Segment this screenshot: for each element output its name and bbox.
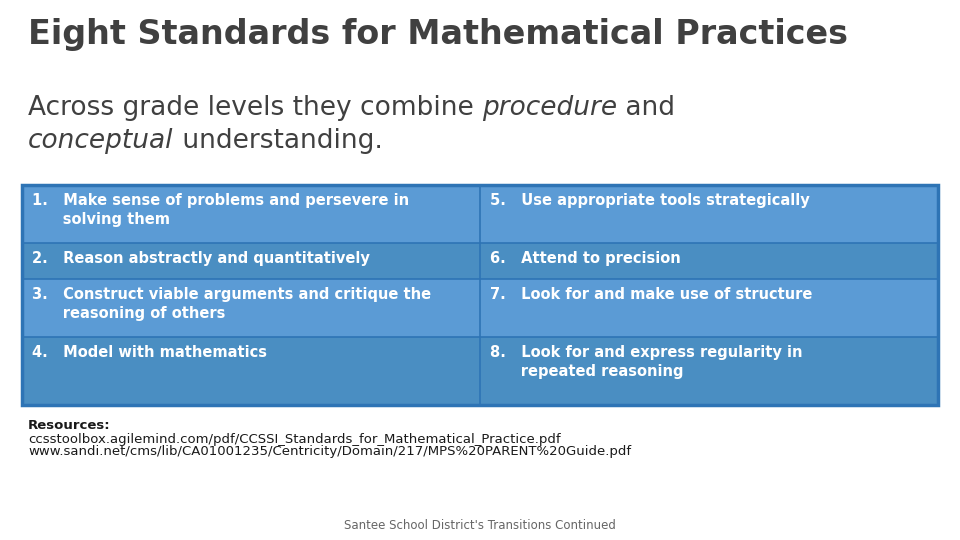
Text: 3.   Construct viable arguments and critique the
      reasoning of others: 3. Construct viable arguments and critiq… bbox=[32, 287, 431, 321]
FancyBboxPatch shape bbox=[22, 185, 480, 243]
FancyBboxPatch shape bbox=[480, 279, 938, 337]
FancyBboxPatch shape bbox=[480, 243, 938, 279]
Text: 1.   Make sense of problems and persevere in
      solving them: 1. Make sense of problems and persevere … bbox=[32, 193, 409, 227]
Text: Resources:: Resources: bbox=[28, 419, 110, 432]
Text: and: and bbox=[617, 95, 675, 121]
Text: ccsstoolbox.agilemind.com/pdf/CCSSI_Standards_for_Mathematical_Practice.pdf: ccsstoolbox.agilemind.com/pdf/CCSSI_Stan… bbox=[28, 433, 561, 446]
FancyBboxPatch shape bbox=[22, 243, 480, 279]
Text: Santee School District's Transitions Continued: Santee School District's Transitions Con… bbox=[344, 519, 616, 532]
Text: 4.   Model with mathematics: 4. Model with mathematics bbox=[32, 345, 267, 360]
Text: www.sandi.net/cms/lib/CA01001235/Centricity/Domain/217/MPS%20PARENT%20Guide.pdf: www.sandi.net/cms/lib/CA01001235/Centric… bbox=[28, 445, 631, 458]
Text: Across grade levels they combine: Across grade levels they combine bbox=[28, 95, 482, 121]
Text: Eight Standards for Mathematical Practices: Eight Standards for Mathematical Practic… bbox=[28, 18, 848, 51]
Text: 7.   Look for and make use of structure: 7. Look for and make use of structure bbox=[490, 287, 812, 302]
Text: 8.   Look for and express regularity in
      repeated reasoning: 8. Look for and express regularity in re… bbox=[490, 345, 803, 379]
Text: 2.   Reason abstractly and quantitatively: 2. Reason abstractly and quantitatively bbox=[32, 251, 370, 266]
FancyBboxPatch shape bbox=[22, 337, 480, 405]
Text: understanding.: understanding. bbox=[174, 128, 382, 154]
Text: procedure: procedure bbox=[482, 95, 617, 121]
FancyBboxPatch shape bbox=[480, 185, 938, 243]
Text: conceptual: conceptual bbox=[28, 128, 174, 154]
Text: 6.   Attend to precision: 6. Attend to precision bbox=[490, 251, 681, 266]
Text: 5.   Use appropriate tools strategically: 5. Use appropriate tools strategically bbox=[490, 193, 809, 208]
FancyBboxPatch shape bbox=[480, 337, 938, 405]
FancyBboxPatch shape bbox=[22, 279, 480, 337]
